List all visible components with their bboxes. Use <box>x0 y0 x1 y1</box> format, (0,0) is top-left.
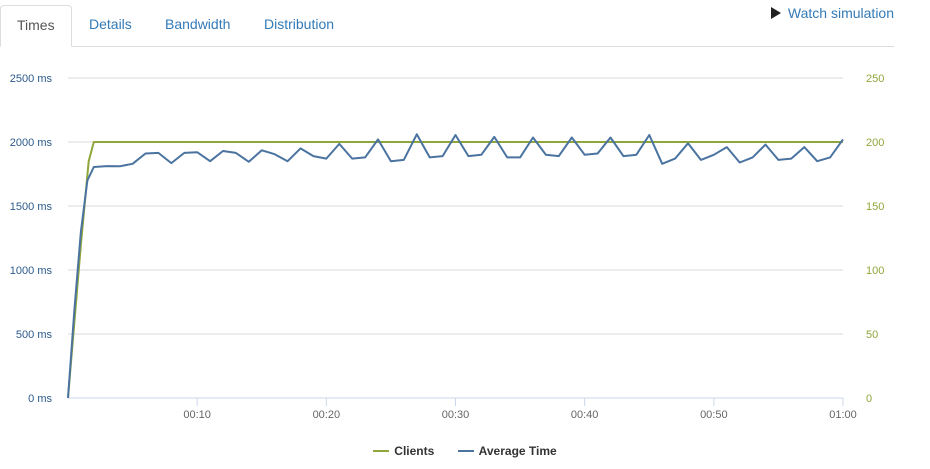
y-tick-label-left: 1500 ms <box>10 201 53 213</box>
legend-item-average-time[interactable]: Average Time <box>457 444 557 458</box>
x-tick-label: 00:20 <box>313 409 341 421</box>
legend-swatch-average-time <box>457 450 474 452</box>
y-tick-label-right: 250 <box>866 73 884 85</box>
tab-distribution[interactable]: Distribution <box>264 16 335 32</box>
play-icon <box>770 7 781 19</box>
x-tick-label: 00:50 <box>700 409 728 421</box>
legend-label-clients: Clients <box>394 444 435 458</box>
watch-simulation-label: Watch simulation <box>787 5 894 21</box>
tab-bandwidth[interactable]: Bandwidth <box>165 16 231 32</box>
chart-legend: Clients Average Time <box>0 441 930 458</box>
tab-times[interactable]: Times <box>0 5 72 47</box>
tab-details[interactable]: Details <box>89 16 132 32</box>
legend-item-clients[interactable]: Clients <box>373 444 434 458</box>
series-line-average-time <box>67 133 844 399</box>
y-tick-label-right: 100 <box>866 265 884 277</box>
y-tick-label-right: 0 <box>866 393 872 405</box>
x-tick-label: 00:30 <box>442 409 470 421</box>
x-tick-label: 00:40 <box>571 409 599 421</box>
y-tick-label-right: 150 <box>866 201 884 213</box>
y-tick-label-right: 50 <box>866 329 878 341</box>
y-tick-label-left: 2500 ms <box>10 73 53 85</box>
series-line-clients <box>67 141 843 399</box>
y-tick-label-left: 2000 ms <box>10 137 53 149</box>
times-chart: 0 ms 500 ms 1000 ms 1500 ms 2000 ms 2500 ms 0 5… <box>10 73 885 421</box>
y-tick-label-left: 500 ms <box>16 329 53 341</box>
x-tick-label: 00:10 <box>183 409 211 421</box>
y-tick-label-left: 0 ms <box>28 393 52 405</box>
y-tick-label-right: 200 <box>866 137 884 149</box>
watch-simulation-link[interactable]: Watch simulation <box>770 5 894 21</box>
legend-label-average-time: Average Time <box>478 444 557 458</box>
x-tick-label: 01:00 <box>829 409 857 421</box>
tab-bar: Times Details Bandwidth Distribution <box>0 0 894 47</box>
legend-swatch-clients <box>373 450 390 452</box>
y-tick-label-left: 1000 ms <box>10 265 53 277</box>
